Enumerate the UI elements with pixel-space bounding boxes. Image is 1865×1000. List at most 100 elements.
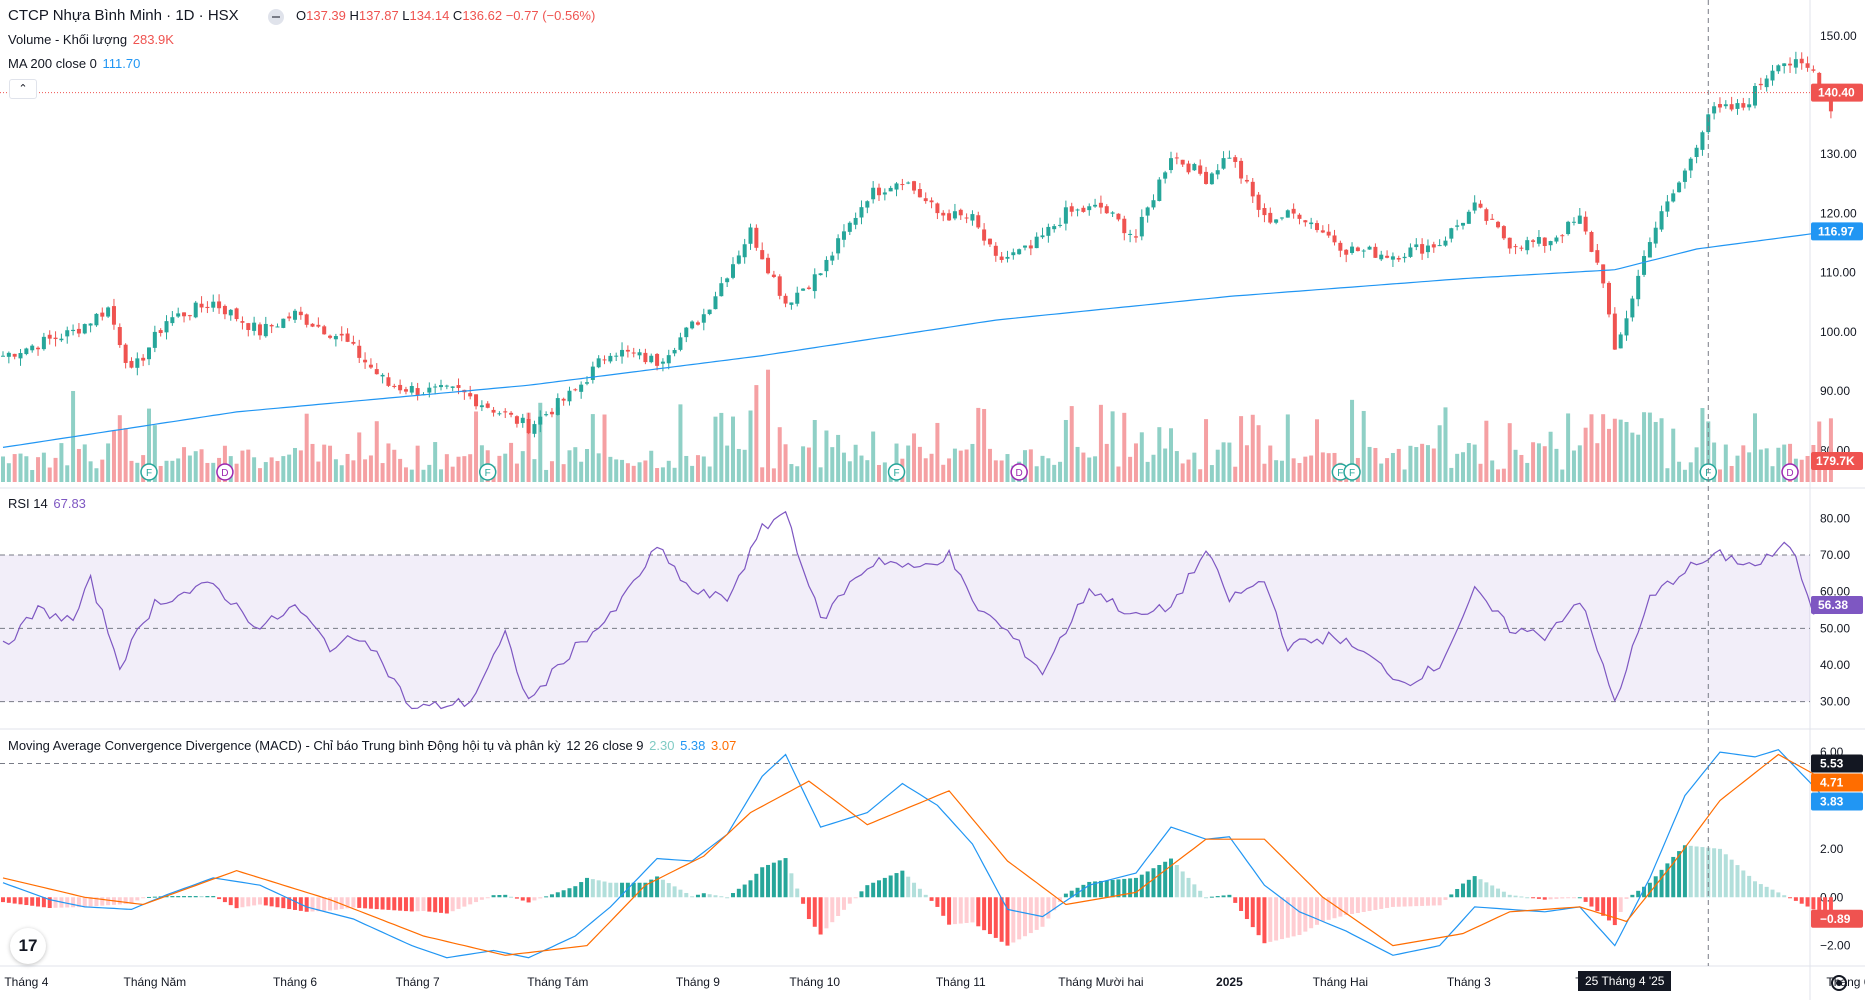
candle-body <box>117 327 122 346</box>
candle-body <box>1647 242 1652 258</box>
volume-bar <box>129 460 134 482</box>
macd-histogram-bar <box>1823 897 1828 916</box>
macd-histogram-bar <box>1753 881 1757 898</box>
macd-histogram-bar <box>579 882 584 898</box>
volume-bar <box>1093 456 1098 482</box>
macd-histogram-bar <box>1385 897 1390 908</box>
macd-histogram-bar <box>806 897 811 920</box>
volume-bar <box>695 455 700 482</box>
macd-histogram-bar <box>88 897 93 907</box>
volume-bar <box>1758 449 1763 482</box>
time-axis-label: Tháng 6 <box>273 975 317 989</box>
macd-histogram-bar <box>923 894 928 898</box>
volume-bar <box>917 446 922 482</box>
candle-body <box>456 385 461 388</box>
macd-histogram-bar <box>65 897 70 908</box>
volume-bar <box>462 456 467 482</box>
rsi-tick-label: 50.00 <box>1820 621 1850 635</box>
volume-bar <box>12 454 17 482</box>
volume-bar <box>1367 446 1372 482</box>
candle-body <box>958 209 963 216</box>
macd-histogram-bar <box>1326 897 1331 920</box>
macd-histogram-bar <box>690 896 695 898</box>
candle-body <box>1209 173 1214 185</box>
candle-body <box>403 389 408 392</box>
candle-body <box>269 324 274 327</box>
volume-bar <box>935 422 940 482</box>
macd-histogram-bar <box>468 897 473 905</box>
candle-body <box>1717 104 1722 108</box>
macd-histogram-bar <box>947 897 952 925</box>
candle-body <box>1513 246 1518 248</box>
macd-histogram-bar <box>1 897 5 903</box>
macd-legend[interactable]: Moving Average Convergence Divergence (M… <box>8 738 738 753</box>
rsi-legend[interactable]: RSI 14 67.83 <box>8 496 88 511</box>
candle-body <box>450 386 455 388</box>
candle-body <box>170 317 175 324</box>
candle-body <box>1139 216 1144 237</box>
collapse-legend-button[interactable]: ⌃ <box>9 79 37 99</box>
volume-bar <box>1215 449 1220 482</box>
candle-body <box>1560 235 1565 237</box>
volume-bar <box>1461 452 1465 482</box>
volume-bar <box>877 464 881 482</box>
macd-histogram-bar <box>117 897 122 905</box>
tradingview-logo-icon[interactable]: 17 <box>10 928 46 964</box>
volume-bar <box>205 462 210 482</box>
symbol-title[interactable]: CTCP Nhựa Bình Minh · 1D · HSX <box>8 7 239 24</box>
macd-histogram-bar <box>789 873 794 898</box>
candle-body <box>1753 85 1757 106</box>
candle-body <box>1350 246 1355 253</box>
macd-histogram-bar <box>1682 845 1687 898</box>
settings-gear-icon[interactable] <box>1831 975 1847 991</box>
candle-body <box>111 306 116 325</box>
volume-bar <box>1507 423 1512 482</box>
candle-body <box>1449 228 1454 239</box>
candle-body <box>1501 226 1506 239</box>
volume-bar <box>1694 447 1699 482</box>
macd-histogram-bar <box>1554 897 1559 899</box>
volume-bar <box>836 434 841 482</box>
candle-body <box>310 323 315 327</box>
volume-bar <box>94 468 99 482</box>
candle-body <box>917 189 922 198</box>
macd-histogram-bar <box>1735 865 1740 898</box>
macd-histogram-bar <box>199 896 204 898</box>
more-options-icon[interactable] <box>268 9 284 25</box>
volume-bar <box>345 453 350 482</box>
candle-body <box>1239 160 1244 179</box>
macd-histogram-bar <box>812 897 817 927</box>
macd-histogram-bar <box>1227 894 1232 898</box>
volume-bar <box>678 404 683 482</box>
candle-body <box>427 387 432 393</box>
volume-bar <box>713 416 718 482</box>
volume-bar <box>596 453 601 482</box>
macd-histogram-bar <box>877 880 881 898</box>
macd-histogram-bar <box>1782 895 1787 898</box>
candle-body <box>731 264 735 278</box>
candle-body <box>585 382 589 384</box>
candle-body <box>707 309 712 315</box>
ma-legend[interactable]: MA 200 close 0 111.70 <box>8 56 142 71</box>
volume-bar <box>117 415 122 482</box>
candle-body <box>1151 200 1156 208</box>
volume-bar <box>1408 445 1413 482</box>
macd-histogram-bar <box>760 867 765 898</box>
candle-body <box>281 318 286 328</box>
candle-body <box>129 360 134 368</box>
macd-histogram-bar <box>596 880 601 898</box>
event-marker-label: F <box>485 468 491 479</box>
macd-label: Moving Average Convergence Divergence (M… <box>8 738 561 753</box>
volume-bar <box>339 465 344 482</box>
volume-bar <box>281 456 286 482</box>
volume-bar <box>374 421 379 482</box>
candle-body <box>1764 78 1769 88</box>
macd-histogram-bar <box>660 879 665 898</box>
macd-histogram-bar <box>1472 876 1477 898</box>
close-label: C <box>452 8 463 23</box>
candle-body <box>1075 209 1080 211</box>
candle-body <box>631 352 636 354</box>
volume-bar <box>293 447 297 482</box>
volume-legend[interactable]: Volume - Khối lượng 283.9K <box>8 32 176 47</box>
